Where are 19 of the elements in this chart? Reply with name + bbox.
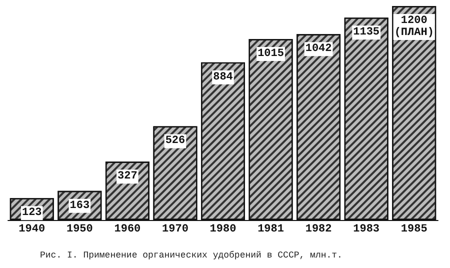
x-tick-label: 1983 [353,224,380,236]
data-label: 526 [165,135,186,148]
x-tick-label: 1970 [162,224,188,236]
x-tick-label: 1982 [305,224,332,236]
x-tick-label: 1960 [114,224,141,236]
x-tick-label: 1985 [400,224,428,236]
x-tick-label: 1980 [210,224,236,236]
x-tick-label: 1950 [66,224,93,236]
data-label: 163 [70,200,90,212]
data-label: 1135 [353,26,380,39]
x-tick-label: 1940 [18,224,46,236]
data-label: 1042 [305,43,332,56]
text: Рис. I. Применение органических удобрений в СССР, млн.т. [40,250,342,260]
data-label: 327 [118,170,138,183]
data-label: 123 [22,207,42,220]
data-label: 884 [213,71,234,84]
data-label: 1015 [258,48,284,60]
x-tick-label: 1981 [258,224,284,236]
data-label: 1200 (ПЛАН) [394,15,434,39]
